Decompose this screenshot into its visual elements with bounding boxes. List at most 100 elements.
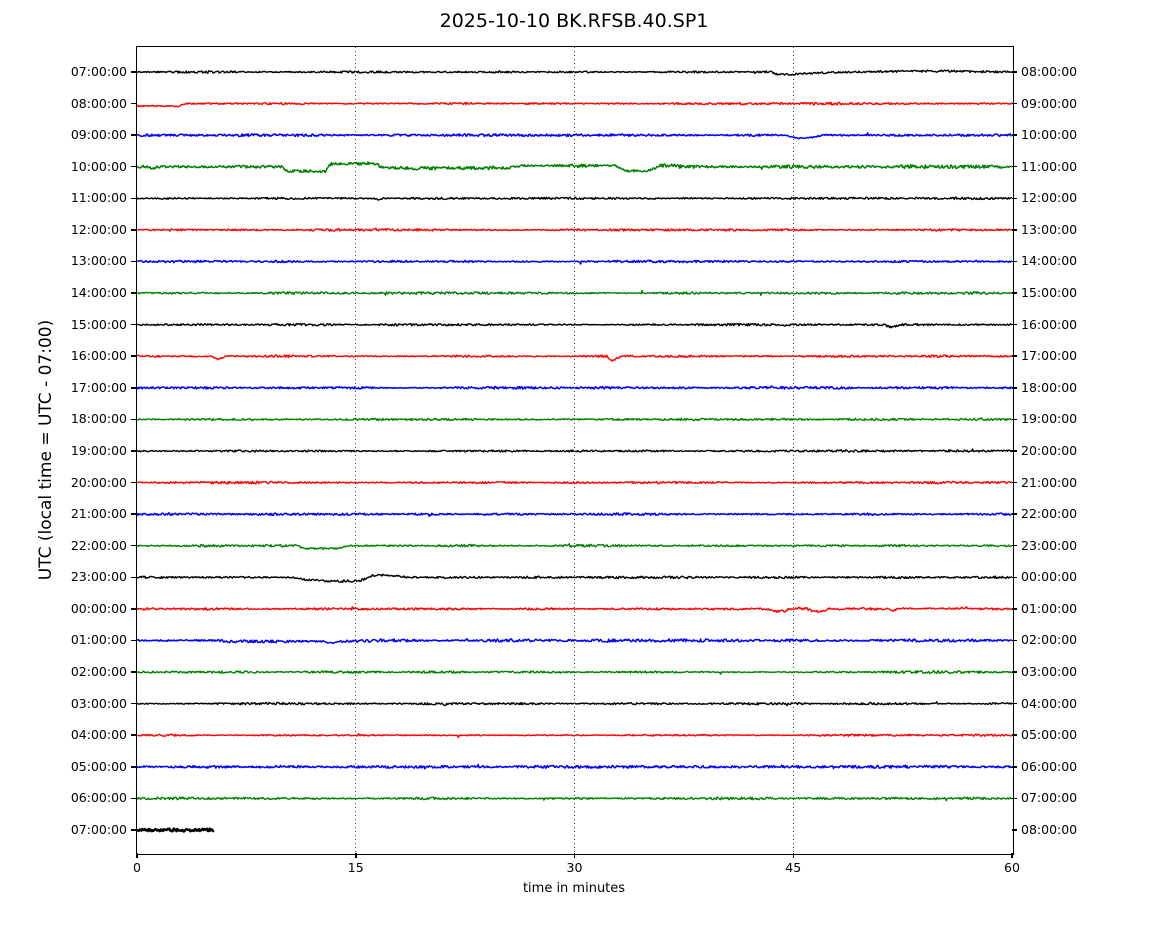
right-time-label: 16:00:00 — [1021, 316, 1078, 332]
left-tick — [131, 734, 136, 736]
x-tick — [136, 853, 138, 858]
x-tick-label: 0 — [133, 860, 141, 875]
right-time-label: 14:00:00 — [1021, 253, 1078, 269]
left-time-label: 23:00:00 — [70, 569, 127, 585]
right-time-label: 21:00:00 — [1021, 474, 1078, 490]
left-tick — [131, 260, 136, 263]
right-time-label: 07:00:00 — [1021, 790, 1078, 806]
left-time-label: 19:00:00 — [70, 442, 127, 458]
right-time-label: 03:00:00 — [1021, 664, 1078, 680]
right-time-label: 09:00:00 — [1021, 95, 1078, 111]
right-tick — [1012, 544, 1017, 547]
right-tick — [1012, 829, 1017, 831]
x-tick-label: 30 — [566, 860, 583, 875]
left-time-label: 09:00:00 — [70, 127, 127, 143]
right-tick — [1012, 323, 1017, 326]
left-time-label: 05:00:00 — [70, 758, 127, 774]
left-tick — [131, 323, 136, 326]
plot-area — [136, 46, 1014, 855]
left-tick — [131, 102, 136, 105]
left-time-label: 07:00:00 — [70, 821, 127, 837]
gridline — [574, 47, 575, 854]
right-tick — [1012, 355, 1017, 357]
left-time-label: 01:00:00 — [70, 632, 127, 648]
right-time-label: 17:00:00 — [1021, 348, 1078, 364]
right-tick — [1012, 608, 1017, 610]
left-time-label: 00:00:00 — [70, 600, 127, 616]
left-time-label: 06:00:00 — [70, 790, 127, 806]
right-tick — [1012, 229, 1017, 231]
right-tick — [1012, 418, 1017, 421]
left-time-label: 03:00:00 — [70, 695, 127, 711]
right-tick — [1012, 387, 1017, 389]
right-time-label: 05:00:00 — [1021, 727, 1078, 743]
left-tick — [131, 229, 136, 231]
left-time-label: 22:00:00 — [70, 537, 127, 553]
right-tick — [1012, 292, 1017, 294]
right-tick — [1012, 702, 1017, 705]
right-tick — [1012, 197, 1017, 200]
left-tick — [131, 292, 136, 294]
left-time-label: 15:00:00 — [70, 316, 127, 332]
left-time-label: 08:00:00 — [70, 95, 127, 111]
left-tick — [131, 829, 136, 831]
left-tick — [131, 450, 136, 452]
left-tick — [131, 797, 136, 800]
left-time-label: 07:00:00 — [70, 64, 127, 79]
right-tick — [1012, 576, 1017, 579]
left-time-label: 12:00:00 — [70, 221, 127, 237]
right-time-label: 08:00:00 — [1021, 821, 1078, 837]
left-tick — [131, 165, 136, 168]
gridline — [792, 47, 794, 854]
right-tick — [1012, 71, 1017, 73]
right-tick — [1012, 797, 1017, 800]
left-time-label: 16:00:00 — [70, 348, 127, 364]
left-tick — [131, 639, 136, 642]
right-time-label: 22:00:00 — [1021, 506, 1078, 522]
right-time-label: 08:00:00 — [1021, 64, 1078, 79]
right-time-label: 10:00:00 — [1021, 127, 1078, 143]
left-tick — [131, 608, 136, 610]
right-time-label: 06:00:00 — [1021, 758, 1078, 774]
right-time-label: 02:00:00 — [1021, 632, 1078, 648]
right-tick — [1012, 165, 1017, 168]
right-tick — [1012, 102, 1017, 105]
left-tick — [131, 355, 136, 357]
left-tick — [131, 513, 136, 515]
left-time-label: 20:00:00 — [70, 474, 127, 490]
right-tick — [1012, 481, 1017, 484]
right-time-label: 20:00:00 — [1021, 442, 1078, 458]
right-time-label: 11:00:00 — [1021, 158, 1078, 174]
left-time-label: 17:00:00 — [70, 379, 127, 395]
right-tick — [1012, 639, 1017, 642]
right-tick — [1012, 513, 1017, 515]
left-tick — [131, 576, 136, 579]
right-time-label: 00:00:00 — [1021, 569, 1078, 585]
x-tick-label: 60 — [1004, 860, 1020, 875]
left-tick — [131, 481, 136, 484]
gridline — [355, 47, 357, 854]
x-tick — [573, 853, 576, 858]
right-time-label: 19:00:00 — [1021, 411, 1078, 427]
x-tick — [792, 853, 794, 858]
right-tick — [1012, 671, 1017, 673]
left-tick — [131, 544, 136, 547]
right-time-label: 04:00:00 — [1021, 695, 1078, 711]
left-tick — [131, 671, 136, 673]
trace-07-00 — [137, 827, 215, 833]
left-tick — [131, 702, 136, 705]
left-time-label: 21:00:00 — [70, 506, 127, 522]
x-tick-label: 15 — [347, 860, 364, 875]
right-tick — [1012, 734, 1017, 736]
left-time-label: 18:00:00 — [70, 411, 127, 427]
left-time-label: 10:00:00 — [70, 158, 127, 174]
left-tick — [131, 71, 136, 73]
x-tick — [355, 853, 357, 858]
right-time-label: 13:00:00 — [1021, 221, 1078, 237]
left-time-label: 11:00:00 — [70, 190, 127, 206]
chart-title: 2025-10-10 BK.RFSB.40.SP1 — [439, 10, 709, 32]
x-tick — [1011, 853, 1013, 858]
right-time-label: 23:00:00 — [1021, 537, 1078, 553]
right-tick — [1012, 450, 1017, 452]
